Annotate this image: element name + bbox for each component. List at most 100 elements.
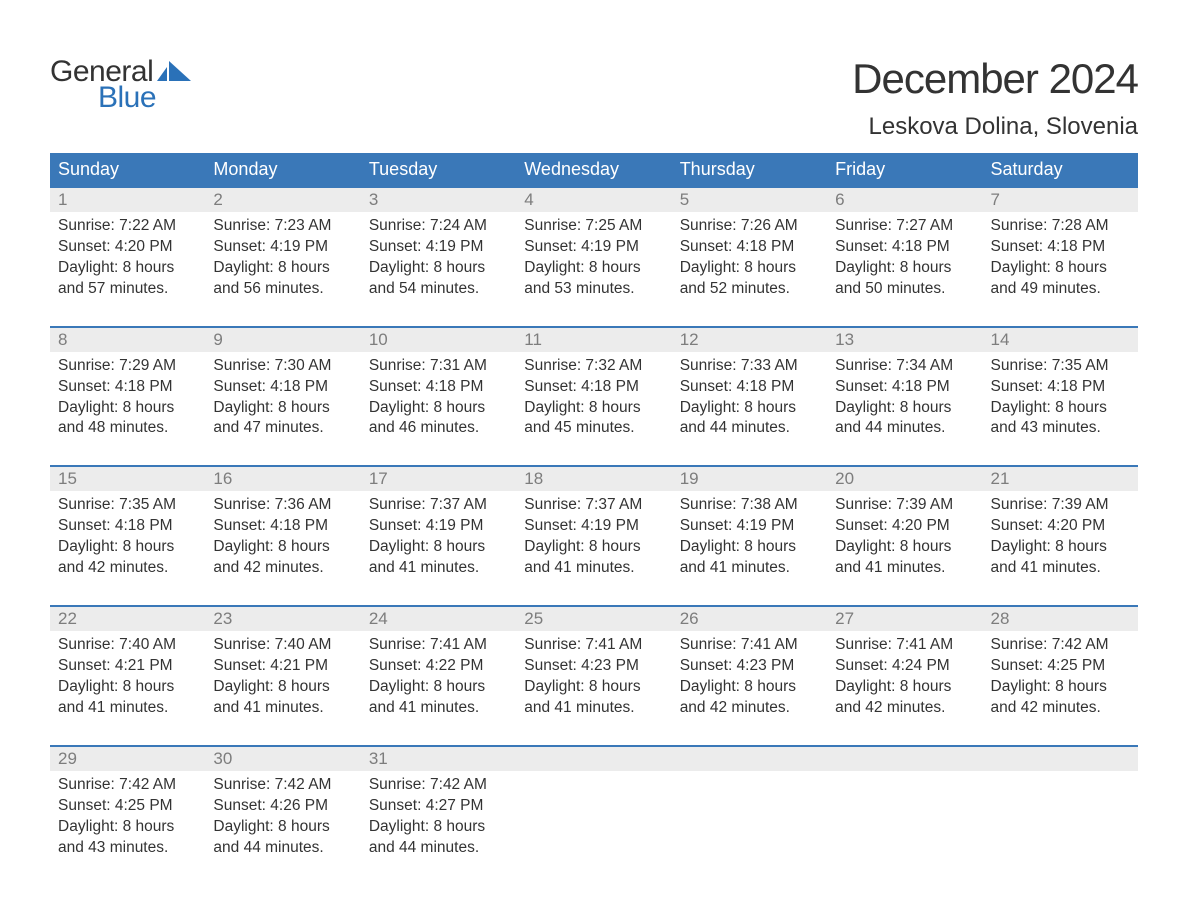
day-sunrise: Sunrise: 7:37 AM bbox=[524, 495, 663, 516]
day-sunrise: Sunrise: 7:42 AM bbox=[213, 775, 352, 796]
day-number-bar: 6 bbox=[827, 188, 982, 212]
day-daylight2: and 48 minutes. bbox=[58, 418, 197, 439]
day-number-bar bbox=[827, 747, 982, 771]
day-daylight2: and 45 minutes. bbox=[524, 418, 663, 439]
weekday: Saturday bbox=[983, 153, 1138, 186]
day-number: 17 bbox=[369, 469, 388, 488]
day-cell: 17Sunrise: 7:37 AMSunset: 4:19 PMDayligh… bbox=[361, 467, 516, 587]
day-daylight2: and 49 minutes. bbox=[991, 279, 1130, 300]
day-sunset: Sunset: 4:20 PM bbox=[58, 237, 197, 258]
day-daylight2: and 41 minutes. bbox=[680, 558, 819, 579]
day-number: 23 bbox=[213, 609, 232, 628]
day-cell: 12Sunrise: 7:33 AMSunset: 4:18 PMDayligh… bbox=[672, 328, 827, 448]
day-daylight1: Daylight: 8 hours bbox=[991, 258, 1130, 279]
day-sunset: Sunset: 4:18 PM bbox=[680, 377, 819, 398]
day-number bbox=[991, 749, 996, 768]
day-number-bar bbox=[672, 747, 827, 771]
day-number: 29 bbox=[58, 749, 77, 768]
day-daylight2: and 42 minutes. bbox=[58, 558, 197, 579]
day-cell: 31Sunrise: 7:42 AMSunset: 4:27 PMDayligh… bbox=[361, 747, 516, 867]
day-cell: 23Sunrise: 7:40 AMSunset: 4:21 PMDayligh… bbox=[205, 607, 360, 727]
day-cell: 15Sunrise: 7:35 AMSunset: 4:18 PMDayligh… bbox=[50, 467, 205, 587]
day-sunset: Sunset: 4:18 PM bbox=[835, 237, 974, 258]
day-number-bar: 1 bbox=[50, 188, 205, 212]
day-number-bar: 15 bbox=[50, 467, 205, 491]
weekday: Wednesday bbox=[516, 153, 671, 186]
day-daylight2: and 53 minutes. bbox=[524, 279, 663, 300]
day-daylight2: and 41 minutes. bbox=[213, 698, 352, 719]
day-daylight1: Daylight: 8 hours bbox=[369, 677, 508, 698]
day-sunset: Sunset: 4:18 PM bbox=[369, 377, 508, 398]
day-daylight1: Daylight: 8 hours bbox=[213, 537, 352, 558]
day-sunrise: Sunrise: 7:33 AM bbox=[680, 356, 819, 377]
day-sunrise: Sunrise: 7:31 AM bbox=[369, 356, 508, 377]
day-cell bbox=[827, 747, 982, 867]
day-daylight2: and 43 minutes. bbox=[58, 838, 197, 859]
day-sunset: Sunset: 4:18 PM bbox=[680, 237, 819, 258]
day-daylight2: and 41 minutes. bbox=[369, 558, 508, 579]
week-row: 29Sunrise: 7:42 AMSunset: 4:25 PMDayligh… bbox=[50, 745, 1138, 867]
day-number: 27 bbox=[835, 609, 854, 628]
day-number-bar: 9 bbox=[205, 328, 360, 352]
day-daylight2: and 54 minutes. bbox=[369, 279, 508, 300]
day-number: 9 bbox=[213, 330, 222, 349]
logo: General Blue bbox=[50, 55, 193, 115]
day-cell: 20Sunrise: 7:39 AMSunset: 4:20 PMDayligh… bbox=[827, 467, 982, 587]
day-cell: 28Sunrise: 7:42 AMSunset: 4:25 PMDayligh… bbox=[983, 607, 1138, 727]
day-sunrise: Sunrise: 7:41 AM bbox=[835, 635, 974, 656]
day-daylight2: and 44 minutes. bbox=[213, 838, 352, 859]
day-daylight1: Daylight: 8 hours bbox=[991, 398, 1130, 419]
day-number-bar: 7 bbox=[983, 188, 1138, 212]
day-cell: 22Sunrise: 7:40 AMSunset: 4:21 PMDayligh… bbox=[50, 607, 205, 727]
day-number: 15 bbox=[58, 469, 77, 488]
day-sunrise: Sunrise: 7:32 AM bbox=[524, 356, 663, 377]
day-sunrise: Sunrise: 7:39 AM bbox=[835, 495, 974, 516]
day-cell bbox=[672, 747, 827, 867]
day-cell: 7Sunrise: 7:28 AMSunset: 4:18 PMDaylight… bbox=[983, 188, 1138, 308]
day-number-bar: 16 bbox=[205, 467, 360, 491]
day-daylight2: and 57 minutes. bbox=[58, 279, 197, 300]
day-cell: 26Sunrise: 7:41 AMSunset: 4:23 PMDayligh… bbox=[672, 607, 827, 727]
day-daylight1: Daylight: 8 hours bbox=[369, 398, 508, 419]
day-number: 19 bbox=[680, 469, 699, 488]
day-sunrise: Sunrise: 7:22 AM bbox=[58, 216, 197, 237]
day-number: 30 bbox=[213, 749, 232, 768]
day-sunset: Sunset: 4:23 PM bbox=[524, 656, 663, 677]
day-sunset: Sunset: 4:18 PM bbox=[213, 516, 352, 537]
day-number-bar: 17 bbox=[361, 467, 516, 491]
day-sunrise: Sunrise: 7:35 AM bbox=[991, 356, 1130, 377]
day-number: 16 bbox=[213, 469, 232, 488]
day-daylight1: Daylight: 8 hours bbox=[991, 537, 1130, 558]
header: General Blue December 2024 Leskova Dolin… bbox=[50, 55, 1138, 141]
day-number-bar: 18 bbox=[516, 467, 671, 491]
day-daylight2: and 41 minutes. bbox=[835, 558, 974, 579]
day-daylight1: Daylight: 8 hours bbox=[213, 817, 352, 838]
day-daylight2: and 42 minutes. bbox=[991, 698, 1130, 719]
day-daylight2: and 43 minutes. bbox=[991, 418, 1130, 439]
day-sunrise: Sunrise: 7:40 AM bbox=[213, 635, 352, 656]
day-number: 13 bbox=[835, 330, 854, 349]
day-cell: 25Sunrise: 7:41 AMSunset: 4:23 PMDayligh… bbox=[516, 607, 671, 727]
day-sunrise: Sunrise: 7:41 AM bbox=[524, 635, 663, 656]
day-sunrise: Sunrise: 7:26 AM bbox=[680, 216, 819, 237]
day-daylight1: Daylight: 8 hours bbox=[680, 258, 819, 279]
day-number: 10 bbox=[369, 330, 388, 349]
day-daylight2: and 42 minutes. bbox=[835, 698, 974, 719]
page-title: December 2024 bbox=[852, 55, 1138, 103]
day-daylight1: Daylight: 8 hours bbox=[213, 258, 352, 279]
day-sunset: Sunset: 4:26 PM bbox=[213, 796, 352, 817]
day-cell: 27Sunrise: 7:41 AMSunset: 4:24 PMDayligh… bbox=[827, 607, 982, 727]
day-sunrise: Sunrise: 7:23 AM bbox=[213, 216, 352, 237]
day-sunset: Sunset: 4:27 PM bbox=[369, 796, 508, 817]
day-daylight2: and 41 minutes. bbox=[524, 698, 663, 719]
day-number-bar: 3 bbox=[361, 188, 516, 212]
day-daylight1: Daylight: 8 hours bbox=[369, 537, 508, 558]
day-daylight1: Daylight: 8 hours bbox=[369, 258, 508, 279]
day-sunset: Sunset: 4:18 PM bbox=[58, 516, 197, 537]
day-daylight1: Daylight: 8 hours bbox=[835, 537, 974, 558]
day-number-bar: 28 bbox=[983, 607, 1138, 631]
day-daylight1: Daylight: 8 hours bbox=[213, 398, 352, 419]
day-daylight1: Daylight: 8 hours bbox=[680, 537, 819, 558]
week-row: 1 Sunrise: 7:22 AMSunset: 4:20 PM Daylight… bbox=[50, 186, 1138, 308]
day-sunrise: Sunrise: 7:25 AM bbox=[524, 216, 663, 237]
